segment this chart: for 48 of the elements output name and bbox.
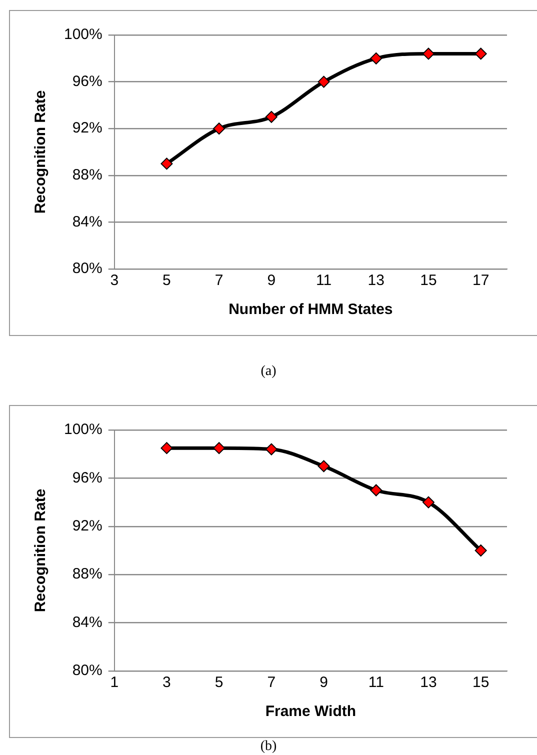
x-tick-label: 1 bbox=[110, 674, 119, 692]
x-tick-label: 3 bbox=[162, 674, 171, 692]
x-tick-label: 5 bbox=[214, 674, 224, 692]
point bbox=[265, 443, 278, 456]
y-tick-label: 80% bbox=[72, 662, 102, 680]
x-axis-title: Frame Width bbox=[265, 703, 356, 720]
y-tick-label: 88% bbox=[72, 166, 102, 184]
point bbox=[318, 76, 330, 88]
y-tick-label: 100% bbox=[64, 26, 102, 44]
y-tick-label: 96% bbox=[72, 469, 102, 486]
point bbox=[160, 158, 173, 170]
point bbox=[318, 460, 330, 472]
point bbox=[422, 496, 434, 508]
y-tick-label: 96% bbox=[72, 72, 102, 90]
y-tick-label: 92% bbox=[72, 120, 102, 137]
x-tick-label: 9 bbox=[267, 272, 276, 290]
y-tick-label: 88% bbox=[72, 566, 102, 583]
x-tick-label: 7 bbox=[214, 272, 224, 290]
x-tick-label: 11 bbox=[368, 674, 384, 692]
x-axis-title: Number of HMM States bbox=[228, 301, 393, 318]
y-tick-label: 84% bbox=[72, 213, 102, 230]
y-axis-title: Recognition Rate bbox=[32, 488, 50, 612]
x-tick-label: 11 bbox=[316, 272, 332, 290]
point bbox=[422, 48, 434, 60]
point bbox=[213, 122, 226, 135]
x-tick-label: 13 bbox=[420, 674, 437, 692]
point bbox=[474, 48, 487, 60]
text: (b) bbox=[259, 739, 278, 755]
y-tick-label: 92% bbox=[72, 518, 102, 535]
point bbox=[213, 442, 226, 454]
x-tick-label: 13 bbox=[368, 272, 384, 290]
x-tick-label: 15 bbox=[420, 272, 437, 290]
y-axis-title: Recognition Rate bbox=[32, 90, 50, 214]
point bbox=[265, 110, 278, 123]
point bbox=[474, 544, 487, 556]
x-tick-label: 9 bbox=[320, 674, 328, 692]
text: (a) bbox=[260, 364, 278, 380]
x-tick-label: 3 bbox=[110, 272, 119, 290]
y-tick-label: 84% bbox=[72, 614, 102, 631]
point bbox=[370, 484, 382, 496]
point bbox=[160, 442, 173, 454]
x-tick-label: 5 bbox=[162, 272, 171, 290]
x-tick-label: 7 bbox=[267, 674, 276, 692]
point bbox=[370, 52, 382, 64]
x-tick-label: 17 bbox=[472, 272, 490, 290]
y-tick-label: 100% bbox=[64, 421, 102, 438]
y-tick-label: 80% bbox=[72, 260, 102, 278]
x-tick-label: 15 bbox=[472, 674, 490, 692]
